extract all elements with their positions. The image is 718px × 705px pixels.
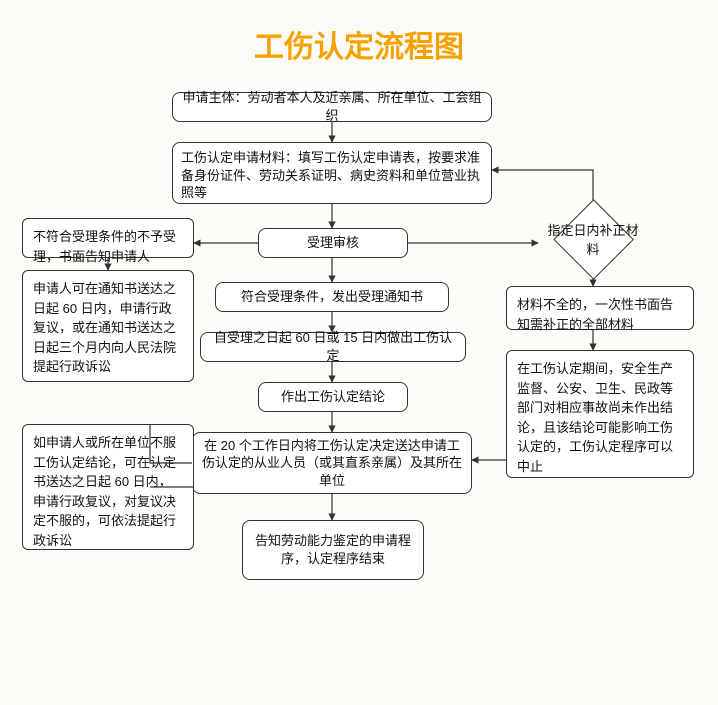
- node-label: 受理审核: [307, 234, 359, 252]
- node-label: 申请主体：劳动者本人及近亲属、所在单位、工会组织: [181, 89, 483, 124]
- node-applicant: 申请主体：劳动者本人及近亲属、所在单位、工会组织: [172, 92, 492, 122]
- node-label: 作出工伤认定结论: [281, 388, 385, 406]
- node-label: 申请人可在通知书送达之日起 60 日内，申请行政复议，或在通知书送达之日起三个月…: [33, 281, 176, 374]
- node-review: 受理审核: [258, 228, 408, 258]
- node-label: 工伤认定申请材料：填写工伤认定申请表，按要求准备身份证件、劳动关系证明、病史资料…: [181, 149, 483, 202]
- side-appeal-reject: 申请人可在通知书送达之日起 60 日内，申请行政复议，或在通知书送达之日起三个月…: [22, 270, 194, 382]
- node-label: 指定日内补正材料: [546, 220, 640, 258]
- side-incomplete: 材料不全的，一次性书面告知需补正的全部材料: [506, 286, 694, 330]
- node-deliver: 在 20 个工作日内将工伤认定决定送达申请工伤认定的从业人员（或其直系亲属）及其…: [192, 432, 472, 494]
- node-label: 告知劳动能力鉴定的申请程序，认定程序结束: [251, 532, 415, 567]
- node-end: 告知劳动能力鉴定的申请程序，认定程序结束: [242, 520, 424, 580]
- chart-title: 工伤认定流程图: [0, 22, 718, 66]
- node-label: 不符合受理条件的不予受理，书面告知申请人: [33, 229, 176, 264]
- side-suspend: 在工伤认定期间，安全生产监督、公安、卫生、民政等部门对相应事故尚未作出结论，且该…: [506, 350, 694, 478]
- node-label: 符合受理条件，发出受理通知书: [241, 288, 423, 306]
- side-appeal-conclusion: 如申请人或所在单位不服工伤认定结论，可在认定书送达之日起 60 日内，申请行政复…: [22, 424, 194, 550]
- node-accept-notice: 符合受理条件，发出受理通知书: [215, 282, 449, 312]
- flowchart-canvas: 工伤认定流程图 申请主体：劳动者本人及近亲属、所在单位、工会组织 工伤认定申请材…: [0, 0, 718, 705]
- node-label: 自受理之日起 60 日或 15 日内做出工伤认定: [209, 329, 457, 364]
- node-label: 在 20 个工作日内将工伤认定决定送达申请工伤认定的从业人员（或其直系亲属）及其…: [201, 437, 463, 490]
- node-label: 在工伤认定期间，安全生产监督、公安、卫生、民政等部门对相应事故尚未作出结论，且该…: [517, 361, 673, 474]
- node-deadline: 自受理之日起 60 日或 15 日内做出工伤认定: [200, 332, 466, 362]
- node-label: 材料不全的，一次性书面告知需补正的全部材料: [517, 297, 673, 332]
- decision-supplement: 指定日内补正材料: [538, 200, 648, 278]
- diamond-label: 指定日内补正材料: [538, 200, 648, 278]
- node-materials: 工伤认定申请材料：填写工伤认定申请表，按要求准备身份证件、劳动关系证明、病史资料…: [172, 142, 492, 204]
- node-conclusion: 作出工伤认定结论: [258, 382, 408, 412]
- node-label: 如申请人或所在单位不服工伤认定结论，可在认定书送达之日起 60 日内，申请行政复…: [33, 435, 176, 548]
- side-reject-notice: 不符合受理条件的不予受理，书面告知申请人: [22, 218, 194, 258]
